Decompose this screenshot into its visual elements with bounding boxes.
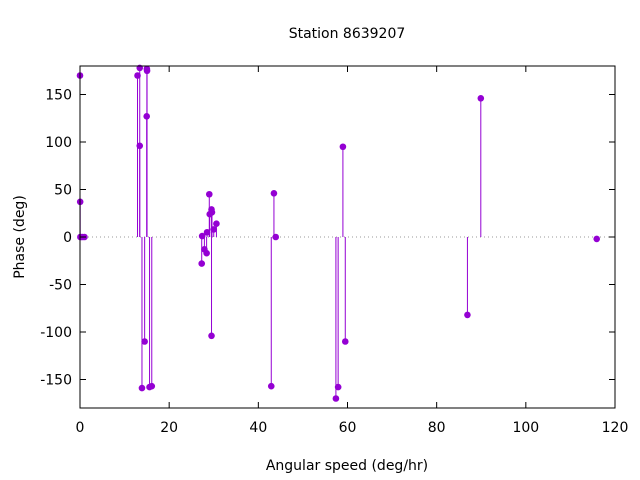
data-point-7 <box>136 142 144 150</box>
x-tick-label-4: 80 <box>428 420 446 436</box>
y-axis-label: Phase (deg) <box>12 195 28 279</box>
data-point-29 <box>272 233 280 241</box>
data-point-19 <box>203 228 211 236</box>
x-tick-label-5: 100 <box>512 420 539 436</box>
y-axis-ticks: -150 -100 -50 0 50 100 150 <box>40 88 615 389</box>
y-tick-label-2: -50 <box>49 278 72 294</box>
data-point-35 <box>477 95 485 102</box>
y-tick-label-4: 50 <box>54 183 72 199</box>
data-point-32 <box>339 143 347 151</box>
data-point-12 <box>143 67 151 75</box>
y-tick-label-5: 100 <box>45 135 72 151</box>
x-tick-label-3: 60 <box>339 420 357 436</box>
data-point-25 <box>210 226 218 233</box>
data-point-23 <box>208 332 215 340</box>
x-tick-label-0: 0 <box>76 420 85 436</box>
data-point-15 <box>198 260 206 267</box>
data-point-10 <box>143 113 150 120</box>
data-point-26 <box>213 220 220 227</box>
data-point-36 <box>593 235 601 243</box>
data-point-16 <box>198 232 206 240</box>
data-point-33 <box>341 338 349 345</box>
y-tick-label-0: -150 <box>40 373 72 389</box>
chart-title: Station 8639207 <box>289 26 406 42</box>
y-tick-label-1: -100 <box>40 325 72 341</box>
data-point-9 <box>141 338 148 345</box>
x-axis-ticks: 0 20 40 60 80 100 120 <box>76 66 629 436</box>
points-group <box>76 64 601 402</box>
data-point-14 <box>148 382 156 390</box>
data-point-27 <box>267 382 275 390</box>
x-axis-label: Angular speed (deg/hr) <box>266 458 428 474</box>
data-point-30 <box>332 395 340 402</box>
data-point-24 <box>208 209 216 216</box>
data-point-5 <box>134 72 141 79</box>
data-point-20 <box>205 190 213 198</box>
x-tick-label-2: 40 <box>249 420 267 436</box>
data-point-18 <box>203 249 210 257</box>
x-tick-label-6: 120 <box>602 420 629 436</box>
impulses-group <box>79 67 598 399</box>
y-tick-label-6: 150 <box>45 88 72 104</box>
data-point-28 <box>270 190 278 197</box>
y-tick-label-3: 0 <box>63 230 72 246</box>
x-tick-label-1: 20 <box>160 420 178 436</box>
data-point-31 <box>334 383 342 391</box>
data-point-8 <box>138 384 146 392</box>
data-point-34 <box>464 311 471 319</box>
